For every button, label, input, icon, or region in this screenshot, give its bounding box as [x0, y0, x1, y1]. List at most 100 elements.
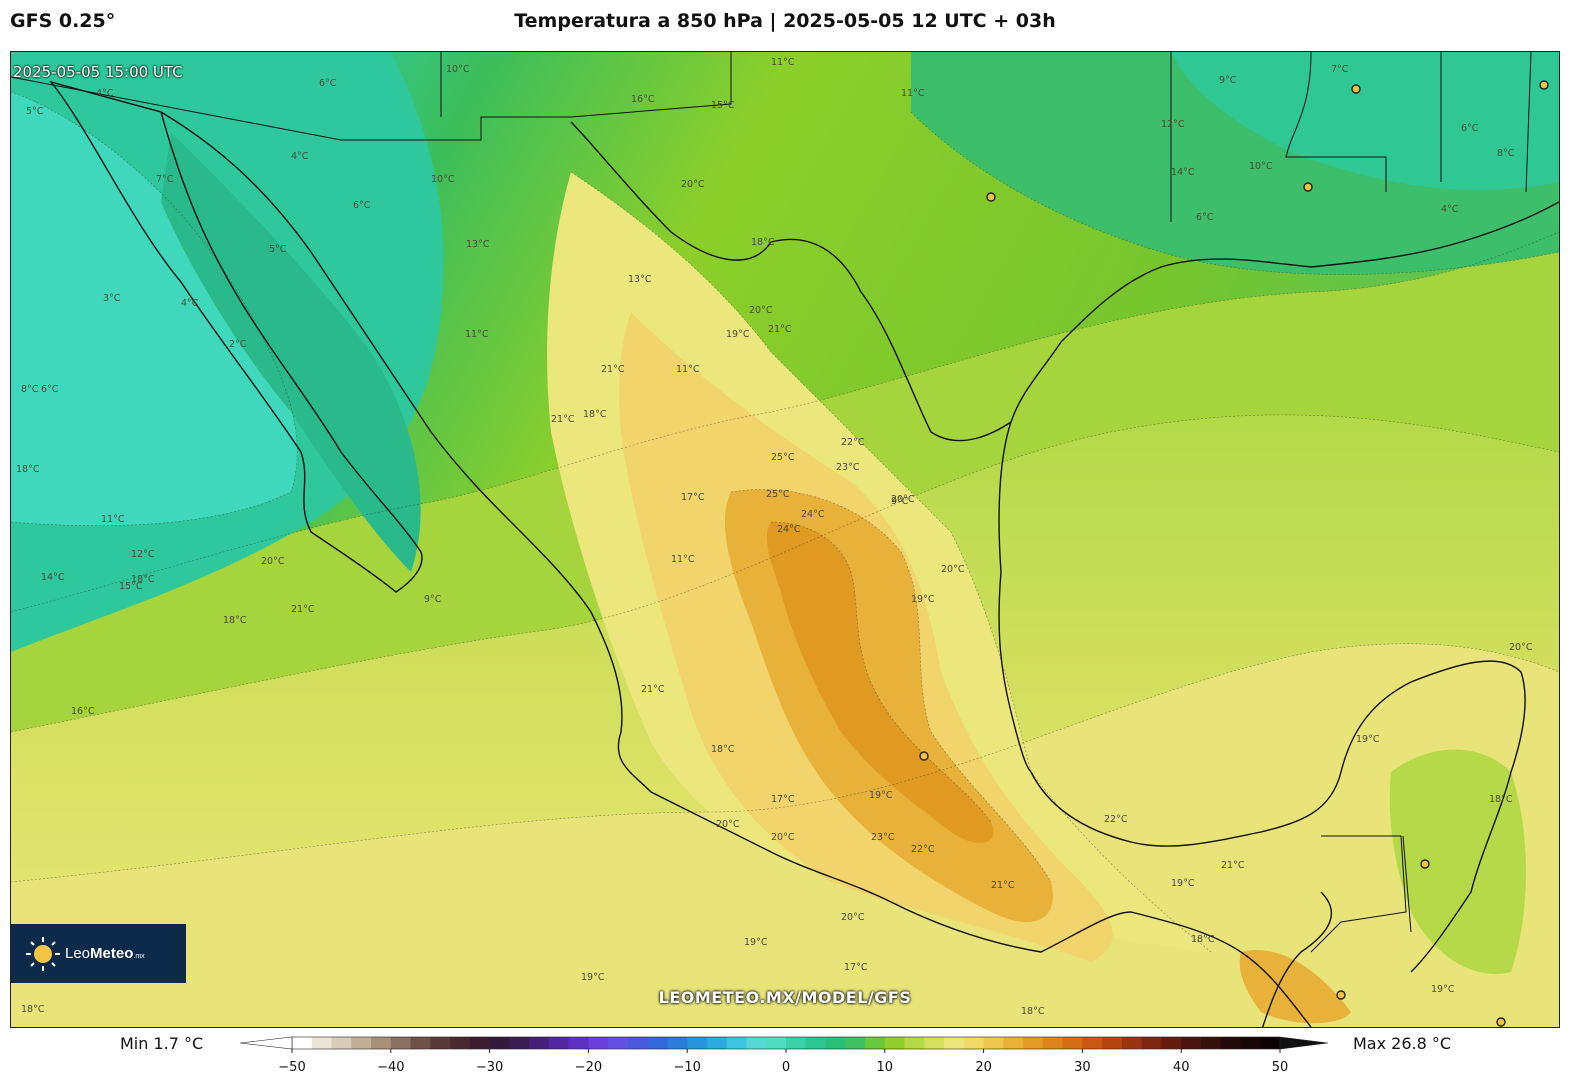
station-6	[1420, 859, 1430, 869]
colorbar-tick-label: 0	[782, 1060, 790, 1075]
colorbar-tick-label: 40	[1173, 1060, 1190, 1075]
contour-label: 20°C	[749, 305, 773, 316]
contour-label: 15°C	[119, 581, 143, 592]
colorbar-segment	[1102, 1037, 1123, 1049]
contour-label: 5°C	[269, 244, 287, 255]
watermark-url: LEOMETEO.MX/MODEL/GFS	[658, 988, 912, 1007]
contour-label: 12°C	[131, 549, 155, 560]
colorbar-segment	[884, 1037, 906, 1049]
contour-label: 20°C	[716, 819, 740, 830]
contour-label: 21°C	[768, 324, 792, 335]
contour-label: 20°C	[1509, 642, 1533, 653]
colorbar-segment	[1220, 1037, 1241, 1049]
colorbar-ticks: −50 −40 −30 −20 −10 0 10 20 30 40 50	[278, 1049, 1288, 1075]
colorbar-segment	[1121, 1037, 1143, 1049]
contour-label: 20°C	[891, 494, 915, 505]
contour-label: 21°C	[641, 684, 665, 695]
northeast-teal	[1171, 52, 1559, 191]
contour-label: 18°C	[131, 574, 155, 585]
colorbar-segment	[608, 1037, 629, 1049]
colorbar-segment	[924, 1037, 945, 1049]
contour-label: 4°C	[1441, 204, 1459, 215]
colorbar-segment	[430, 1037, 451, 1049]
colorbar-tick-label: −40	[377, 1060, 404, 1075]
colorbar-segment	[1181, 1037, 1202, 1049]
contour-label: 20°C	[841, 912, 865, 923]
colorbar-segment	[825, 1037, 846, 1049]
colorbar-segment	[865, 1037, 886, 1049]
contour-label: 9°C	[891, 496, 909, 507]
contour-label: 19°C	[1356, 734, 1380, 745]
contour-label: 18°C	[1191, 934, 1215, 945]
contour-label: 11°C	[676, 364, 700, 375]
contour-label: 22°C	[841, 437, 865, 448]
colorbar-segment	[805, 1037, 827, 1049]
contour-label: 24°C	[777, 524, 801, 535]
contour-label: 20°C	[771, 832, 795, 843]
contour-label: 19°C	[1171, 878, 1195, 889]
map-title: Temperatura a 850 hPa | 2025-05-05 12 UT…	[514, 10, 1056, 32]
contour-label: 25°C	[771, 452, 795, 463]
colorbar-tick-label: −10	[673, 1060, 700, 1075]
contour-labels: 10°C11°C16°C15°C11°C9°C7°C6°C8°C6°C5°C4°…	[16, 57, 1533, 1017]
contour-label: 17°C	[681, 492, 705, 503]
colorbar-segment	[588, 1037, 609, 1049]
station-4	[1303, 182, 1313, 192]
contour-label: 21°C	[551, 414, 575, 425]
contour-label: 11°C	[901, 88, 925, 99]
station-2	[1351, 84, 1361, 94]
colorbar-tick-label: −50	[278, 1060, 305, 1075]
model-name: GFS 0.25°	[10, 10, 116, 32]
colorbar-tick-label: 20	[975, 1060, 992, 1075]
contour-label: 12°C	[1161, 119, 1185, 130]
sun-icon	[25, 936, 61, 972]
contour-label: 10°C	[446, 64, 470, 75]
contour-label: 23°C	[871, 832, 895, 843]
contour-label: 18°C	[1021, 1006, 1045, 1017]
contour-label: 5°C	[26, 106, 44, 117]
colorbar-tick-label: 50	[1272, 1060, 1289, 1075]
min-temperature-label: Min 1.7 °C	[120, 1034, 204, 1053]
colorbar-segment	[1042, 1037, 1064, 1049]
contour-label: 17°C	[771, 794, 795, 805]
colorbar-segment	[1003, 1037, 1024, 1049]
contour-label: 14°C	[41, 572, 65, 583]
colorbar-segment	[706, 1037, 728, 1049]
contour-lines	[11, 91, 1559, 953]
contour-label: 9°C	[424, 594, 442, 605]
guatemala-warm	[1239, 950, 1351, 1024]
contour-label: 20°C	[261, 556, 285, 567]
contour-label: 6°C	[353, 200, 371, 211]
colorbar: −50 −40 −30 −20 −10 0 10 20 30 40 50	[240, 1036, 1329, 1075]
colorbar-segment	[469, 1037, 491, 1049]
colorbar-segment	[667, 1037, 688, 1049]
station-1	[986, 192, 996, 202]
colorbar-tick-label: −20	[575, 1060, 602, 1075]
colorbar-segment	[1161, 1037, 1182, 1049]
colorbar-segment	[489, 1037, 510, 1049]
contour-label: 3°C	[103, 293, 121, 304]
colorbar-segment	[331, 1037, 352, 1049]
contour-label: 8°C	[1497, 148, 1515, 159]
contour-label: 6°C	[41, 384, 59, 395]
colorbar-segment	[292, 1037, 313, 1049]
station-7	[1336, 990, 1346, 1000]
borders	[11, 52, 1532, 953]
colorbar-segment	[351, 1037, 372, 1049]
contour-label: 19°C	[581, 972, 605, 983]
contour-label: 18°C	[1489, 794, 1513, 805]
map-panel[interactable]: 10°C 11°C 16°C 15°C 11°C 9°C 7°C 6°C 8°C 6°C 5°C 4°…	[10, 51, 1560, 1028]
colorbar-segment	[529, 1037, 550, 1049]
colorbar-segment	[904, 1037, 925, 1049]
contour-label: 6°C	[1196, 212, 1214, 223]
contour-label: 2°C	[229, 339, 247, 350]
contour-label: 16°C	[631, 94, 655, 105]
gulf-of-california	[161, 132, 421, 572]
station-3	[1539, 80, 1549, 90]
logo-text: LeoMeteo.mx	[65, 945, 145, 962]
pacific-coldest	[11, 92, 298, 526]
contour-label: 19°C	[744, 937, 768, 948]
contour-label: 19°C	[726, 329, 750, 340]
colorbar-tick-label: −30	[476, 1060, 503, 1075]
contour-label: 18°C	[223, 615, 247, 626]
